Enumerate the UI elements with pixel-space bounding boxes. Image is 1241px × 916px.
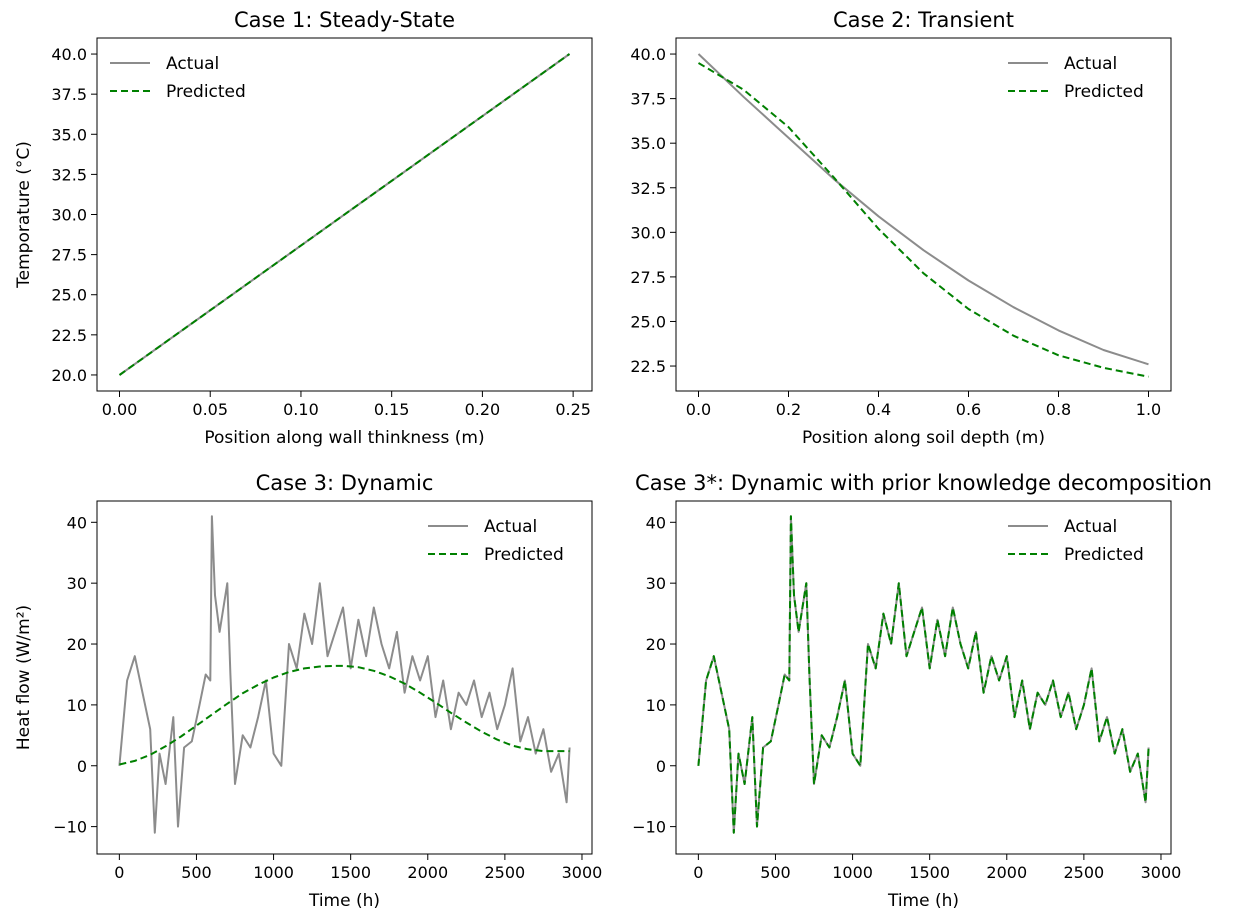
x-tick-label: 1000 bbox=[253, 863, 294, 882]
legend: Actual Predicted bbox=[428, 517, 564, 565]
x-tick-label: 1500 bbox=[909, 863, 950, 882]
y-tick-label: 20 bbox=[646, 635, 666, 654]
legend-label-predicted: Predicted bbox=[1064, 545, 1144, 565]
y-tick-label: 40.0 bbox=[630, 45, 666, 64]
y-tick-label: 30.0 bbox=[51, 206, 87, 225]
y-tick-label: 40 bbox=[646, 513, 666, 532]
x-tick-label: 1000 bbox=[832, 863, 873, 882]
x-tick-label: 0.6 bbox=[956, 400, 981, 419]
y-tick-label: 0 bbox=[656, 757, 666, 776]
chart-panel-4: Case 3*: Dynamic with prior knowledge de… bbox=[632, 471, 1212, 911]
y-tick-label: −10 bbox=[53, 818, 87, 837]
y-tick-label: 37.5 bbox=[630, 90, 666, 109]
y-tick-label: 27.5 bbox=[51, 246, 87, 265]
y-tick-label: 25.0 bbox=[630, 312, 666, 331]
y-tick-label: 10 bbox=[67, 696, 87, 715]
y-tick-label: 35.0 bbox=[51, 125, 87, 144]
chart-title: Case 3: Dynamic bbox=[256, 471, 434, 495]
chart-panel-1: Case 1: Steady-State 0.00 0.05 0.10 0.15 0.20… bbox=[14, 8, 593, 448]
chart-title: Case 3*: Dynamic with prior knowledge de… bbox=[635, 471, 1212, 495]
legend: Actual Predicted bbox=[1008, 54, 1144, 102]
y-tick-label: 40.0 bbox=[51, 45, 87, 64]
x-tick-label: 500 bbox=[760, 863, 791, 882]
x-axis-label: Position along soil depth (m) bbox=[802, 428, 1045, 448]
y-tick-label: 30.0 bbox=[630, 223, 666, 242]
y-tick-label: −10 bbox=[632, 818, 666, 837]
series-line-actual bbox=[118, 515, 571, 834]
x-tick-label: 500 bbox=[181, 863, 212, 882]
x-tick-label: 0.0 bbox=[686, 400, 711, 419]
plot-frame bbox=[96, 500, 593, 855]
chart-title: Case 2: Transient bbox=[833, 8, 1014, 32]
series-line-actual bbox=[697, 53, 1149, 366]
series-line-predicted bbox=[697, 62, 1149, 378]
x-tick-label: 0.20 bbox=[465, 400, 501, 419]
legend: Actual Predicted bbox=[110, 54, 246, 102]
legend-label-actual: Actual bbox=[1064, 54, 1117, 74]
series-line-predicted bbox=[118, 53, 571, 376]
x-tick-label: 2500 bbox=[1064, 863, 1105, 882]
series-line-predicted bbox=[119, 664, 570, 766]
x-tick-label: 2000 bbox=[986, 863, 1027, 882]
x-tick-label: 0.25 bbox=[555, 400, 591, 419]
x-tick-label: 0.15 bbox=[374, 400, 410, 419]
legend-label-actual: Actual bbox=[484, 517, 537, 537]
y-tick-label: 22.5 bbox=[51, 326, 87, 345]
x-tick-label: 0.4 bbox=[866, 400, 891, 419]
x-tick-label: 0.10 bbox=[283, 400, 319, 419]
x-tick-label: 2000 bbox=[407, 863, 448, 882]
y-tick-label: 25.0 bbox=[51, 286, 87, 305]
x-tick-label: 3000 bbox=[562, 863, 603, 882]
y-tick-label: 27.5 bbox=[630, 268, 666, 287]
x-tick-label: 0 bbox=[114, 863, 124, 882]
y-tick-label: 30 bbox=[67, 574, 87, 593]
legend-label-predicted: Predicted bbox=[166, 82, 246, 102]
x-tick-label: 1.0 bbox=[1136, 400, 1161, 419]
y-axis-label: Heat flow (W/m²) bbox=[14, 605, 34, 750]
x-tick-label: 0.05 bbox=[192, 400, 228, 419]
series-line-predicted bbox=[697, 515, 1150, 834]
x-tick-label: 1500 bbox=[330, 863, 371, 882]
x-axis-label: Time (h) bbox=[308, 891, 380, 911]
y-tick-label: 35.0 bbox=[630, 134, 666, 153]
plot-frame bbox=[675, 37, 1172, 392]
plot-frame bbox=[675, 500, 1172, 855]
legend-label-actual: Actual bbox=[166, 54, 219, 74]
chart-panel-2: Case 2: Transient 0.0 0.2 0.4 0.6 0.8 1.0 22.5 2… bbox=[630, 8, 1172, 448]
y-tick-label: 37.5 bbox=[51, 85, 87, 104]
y-tick-label: 10 bbox=[646, 696, 666, 715]
legend-label-actual: Actual bbox=[1064, 517, 1117, 537]
chart-panel-3: Case 3: Dynamic 0 500 1000 1500 2000 2500 3000 −… bbox=[14, 471, 602, 911]
y-tick-label: 20.0 bbox=[51, 366, 87, 385]
y-tick-label: 20 bbox=[67, 635, 87, 654]
y-tick-label: 30 bbox=[646, 574, 666, 593]
legend: Actual Predicted bbox=[1008, 517, 1144, 565]
x-tick-label: 0 bbox=[693, 863, 703, 882]
x-tick-label: 3000 bbox=[1141, 863, 1182, 882]
x-tick-label: 2500 bbox=[485, 863, 526, 882]
x-tick-label: 0.8 bbox=[1046, 400, 1071, 419]
y-tick-label: 22.5 bbox=[630, 357, 666, 376]
y-tick-label: 32.5 bbox=[51, 165, 87, 184]
y-tick-label: 0 bbox=[77, 757, 87, 776]
y-tick-label: 40 bbox=[67, 513, 87, 532]
x-tick-label: 0.00 bbox=[102, 400, 138, 419]
x-axis-label: Position along wall thinkness (m) bbox=[204, 428, 484, 448]
x-tick-label: 0.2 bbox=[776, 400, 801, 419]
legend-label-predicted: Predicted bbox=[484, 545, 564, 565]
x-axis-label: Time (h) bbox=[887, 891, 959, 911]
y-tick-label: 32.5 bbox=[630, 179, 666, 198]
chart-title: Case 1: Steady-State bbox=[234, 8, 455, 32]
legend-label-predicted: Predicted bbox=[1064, 82, 1144, 102]
y-axis-label: Temporature (°C) bbox=[14, 141, 34, 289]
